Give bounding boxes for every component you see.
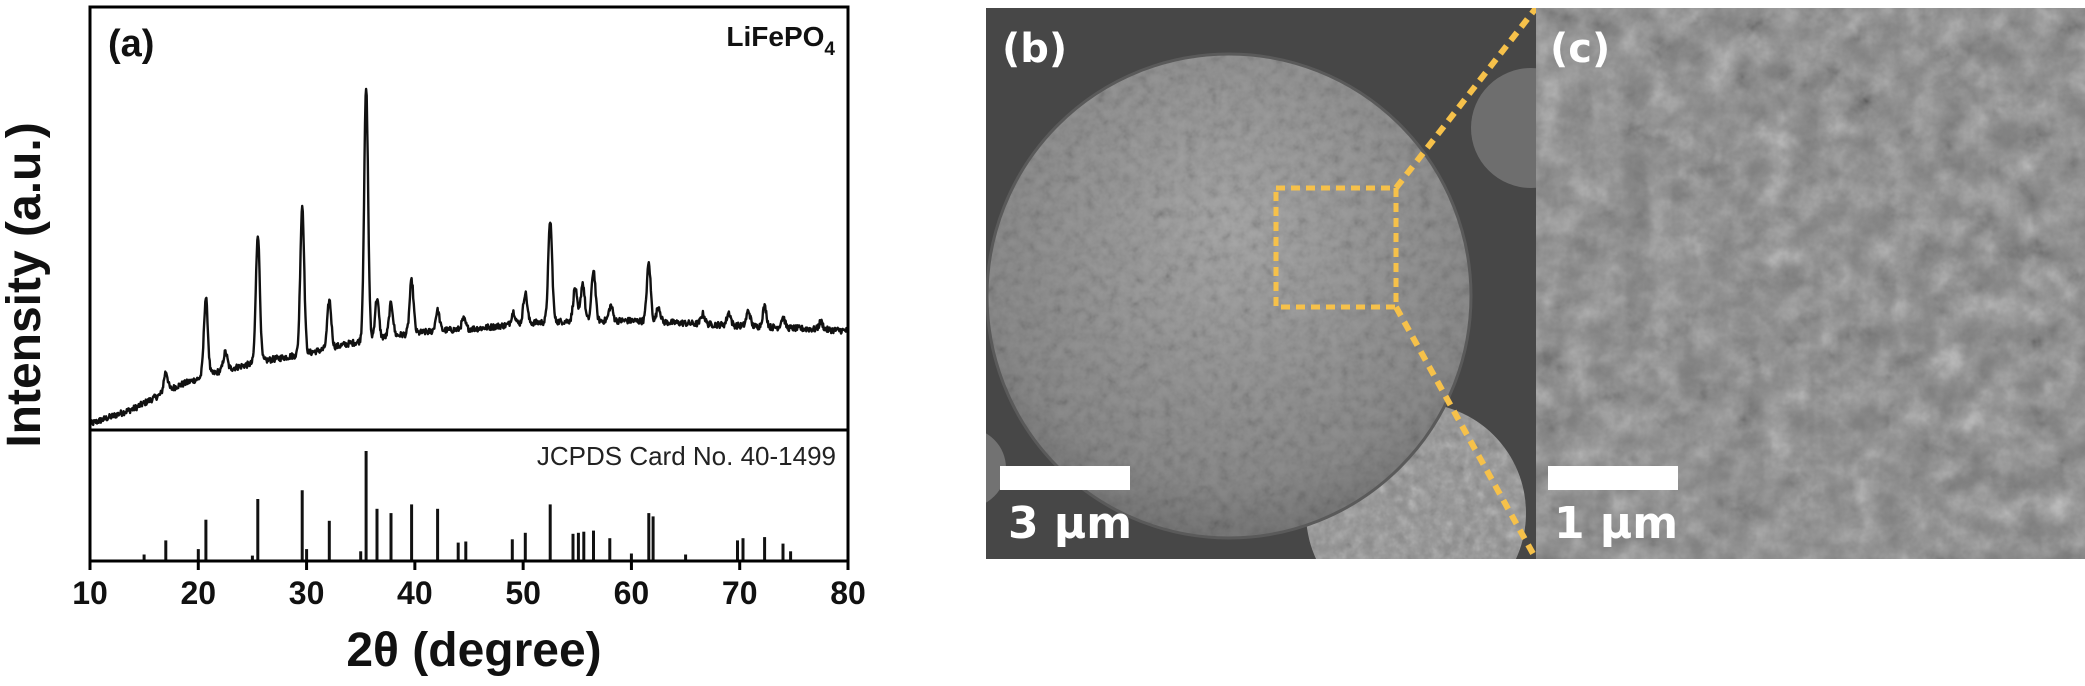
sample-label: LiFePO4 <box>726 21 835 60</box>
x-tick-label: 10 <box>72 575 108 611</box>
scale-bar-b <box>1000 466 1130 490</box>
x-tick-label: 30 <box>289 575 325 611</box>
panel-label-a: (a) <box>108 23 154 65</box>
sem-image-b: (b) 3 μm <box>986 8 1536 559</box>
x-axis: 10 20 30 40 50 60 70 80 <box>72 561 866 611</box>
sample-label-sub: 4 <box>824 39 835 60</box>
sample-label-main: LiFePO <box>726 21 824 52</box>
x-tick-label: 20 <box>180 575 216 611</box>
zoom-line-top <box>1393 8 1536 190</box>
sem-micrograph-b <box>986 8 1536 559</box>
zoom-box <box>1273 185 1399 310</box>
plot-frame-upper <box>88 5 850 432</box>
scale-text-b: 3 μm <box>1008 498 1133 549</box>
scale-text-c: 1 μm <box>1554 498 1679 549</box>
zoom-line-bottom <box>1393 305 1536 559</box>
xrd-chart: Intensity (a.u.) (a) LiFePO4 JCPDS Card … <box>0 5 866 677</box>
scale-bar-c <box>1548 466 1678 490</box>
reference-sticks <box>142 451 793 560</box>
panel-label-c: (c) <box>1550 26 1611 72</box>
xrd-pattern-line <box>90 87 848 427</box>
x-tick-label: 60 <box>614 575 650 611</box>
x-tick-label: 70 <box>722 575 758 611</box>
x-tick-label: 40 <box>397 575 433 611</box>
panel-label-b: (b) <box>1002 26 1068 72</box>
plot-frame-lower <box>88 428 850 563</box>
background-particle <box>1471 68 1536 188</box>
y-axis-label: Intensity (a.u.) <box>0 122 51 447</box>
x-tick-label: 50 <box>505 575 541 611</box>
x-axis-label: 2θ (degree) <box>346 624 601 677</box>
x-tick-label: 80 <box>830 575 866 611</box>
reference-label: JCPDS Card No. 40-1499 <box>537 441 836 471</box>
sem-image-c: (c) 1 μm <box>1536 8 2085 559</box>
